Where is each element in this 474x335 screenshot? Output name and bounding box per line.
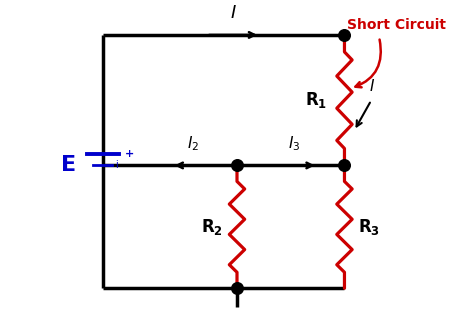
Text: $\mathbf{R_3}$: $\mathbf{R_3}$	[358, 217, 381, 237]
Text: +: +	[125, 148, 134, 158]
Text: $I$: $I$	[369, 78, 375, 94]
Text: $I_3$: $I_3$	[288, 134, 301, 153]
Text: i: i	[115, 160, 118, 170]
Text: $I_2$: $I_2$	[187, 134, 199, 153]
Text: $\mathbf{E}$: $\mathbf{E}$	[60, 155, 76, 176]
Text: $\mathbf{R_1}$: $\mathbf{R_1}$	[305, 90, 327, 110]
Point	[233, 285, 241, 291]
Text: $I$: $I$	[230, 3, 237, 21]
Text: $\mathbf{R_2}$: $\mathbf{R_2}$	[201, 217, 223, 237]
Point	[233, 163, 241, 168]
Point	[341, 163, 348, 168]
Point	[341, 32, 348, 38]
Text: Short Circuit: Short Circuit	[347, 18, 446, 32]
